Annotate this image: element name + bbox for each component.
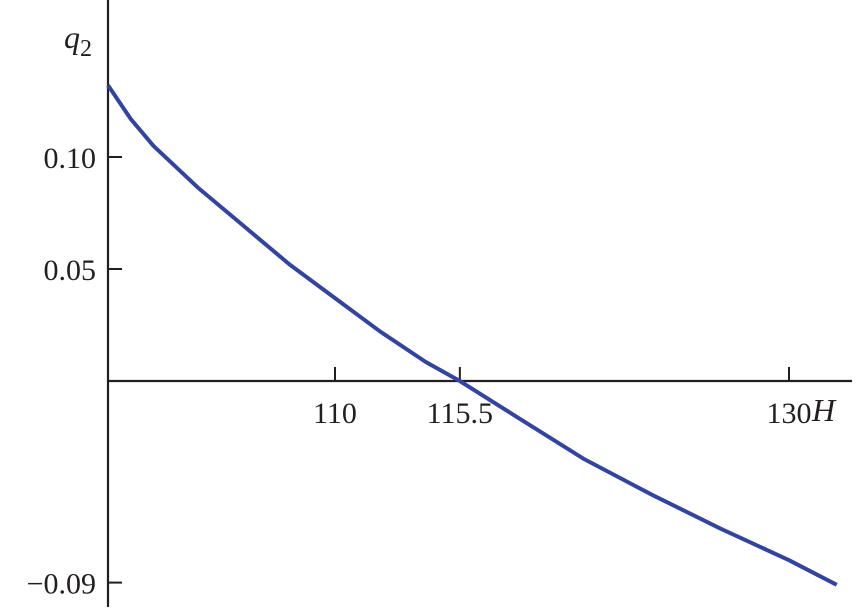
x-tick-label: 110 [313, 397, 357, 430]
q2-curve [106, 84, 838, 587]
y-tick-label: 0.05 [44, 254, 97, 287]
x-tick-label: 130 [767, 397, 812, 430]
x-axis-label: H [811, 392, 837, 428]
ticks: 110 115.5 130 0.10 0.05 −0.09 [27, 142, 812, 601]
series [106, 84, 838, 587]
axes [106, 0, 852, 607]
x-tick-label: 115.5 [427, 397, 493, 430]
y-tick-label: 0.10 [44, 142, 97, 175]
y-tick-label: −0.09 [27, 568, 96, 601]
y-axis-label: q2 [64, 19, 92, 62]
